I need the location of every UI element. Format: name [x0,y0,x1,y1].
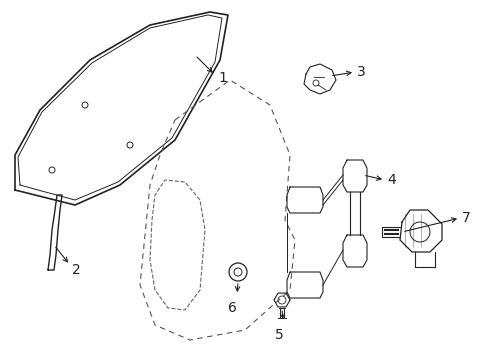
Text: 1: 1 [218,71,226,85]
Text: 6: 6 [227,301,236,315]
Text: 4: 4 [386,173,395,187]
Text: 5: 5 [274,328,283,342]
Text: 2: 2 [72,263,81,277]
Text: 7: 7 [461,211,470,225]
Text: 3: 3 [356,65,365,79]
